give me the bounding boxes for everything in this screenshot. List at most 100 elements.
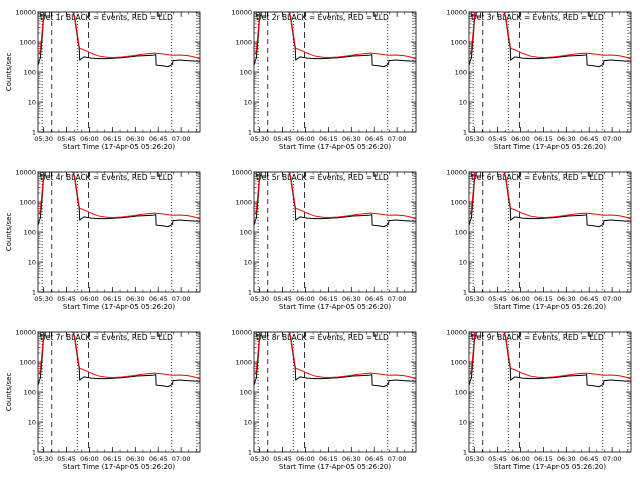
x-tick-label: 06:45 <box>149 295 168 303</box>
x-tick-label: 06:15 <box>103 455 122 463</box>
x-tick-label: 05:45 <box>488 135 507 143</box>
detector-panel-4: Det 4r BLACK = Events, RED = LLD 1 10 100 10… <box>5 169 201 311</box>
flag-marker <box>476 172 481 177</box>
y-axis-label: Counts/sec <box>5 213 13 252</box>
series-line-lld <box>469 172 631 220</box>
y-tick-label: 100 <box>24 229 36 237</box>
series-line-lld <box>469 12 631 60</box>
x-axis-label: Start Time (17-Apr-05 05:26:20) <box>494 303 606 311</box>
x-tick-label: 06:00 <box>296 455 315 463</box>
y-axis-label: Counts/sec <box>5 53 13 92</box>
x-tick-label: 05:45 <box>488 295 507 303</box>
x-tick-label: 06:15 <box>103 135 122 143</box>
flag-marker <box>476 12 481 17</box>
series-line-events <box>254 332 416 388</box>
y-tick-label: 10 <box>244 259 252 267</box>
x-tick-label: 07:00 <box>603 295 622 303</box>
flag-marker <box>476 332 481 337</box>
x-tick-label: 05:45 <box>57 135 76 143</box>
y-tick-label: 10 <box>28 99 36 107</box>
x-tick-label: 06:00 <box>80 135 99 143</box>
y-tick-label: 10 <box>28 259 36 267</box>
series-line-lld <box>38 172 200 220</box>
x-axis-label: Start Time (17-Apr-05 05:26:20) <box>279 463 391 471</box>
x-tick-label: 07:00 <box>172 135 191 143</box>
x-axis-label: Start Time (17-Apr-05 05:26:20) <box>63 143 175 151</box>
x-tick-label: 07:00 <box>603 455 622 463</box>
y-tick-label: 100 <box>240 389 252 397</box>
x-tick-label: 07:00 <box>172 295 191 303</box>
y-tick-label: 100 <box>455 229 467 237</box>
series-line-events <box>254 172 416 228</box>
x-tick-label: 07:00 <box>388 135 407 143</box>
x-tick-label: 06:45 <box>365 295 384 303</box>
x-tick-label: 06:00 <box>296 135 315 143</box>
flag-marker <box>372 12 378 17</box>
y-tick-label: 100 <box>455 69 467 77</box>
y-tick-label: 10 <box>244 419 252 427</box>
y-axis-label: Counts/sec <box>5 373 13 412</box>
x-tick-label: 06:45 <box>149 455 168 463</box>
x-axis-label: Start Time (17-Apr-05 05:26:20) <box>494 143 606 151</box>
series-line-lld <box>469 332 631 380</box>
x-tick-label: 06:15 <box>534 295 553 303</box>
y-tick-label: 10000 <box>15 9 36 17</box>
y-tick-label: 1 <box>463 449 467 457</box>
plot-frame <box>253 171 417 293</box>
y-tick-label: 1000 <box>450 359 467 367</box>
y-tick-label: 1000 <box>19 359 36 367</box>
detector-panel-3: Det 3r BLACK = Events, RED = LLD 1 10 100 10… <box>446 9 632 151</box>
x-tick-label: 06:15 <box>103 295 122 303</box>
detector-panel-1: Det 1r BLACK = Events, RED = LLD 1 10 100 10… <box>5 9 201 151</box>
panel-title: Det 1r BLACK = Events, RED = LLD <box>40 13 173 22</box>
x-tick-label: 06:30 <box>557 135 576 143</box>
y-tick-label: 10000 <box>231 329 252 337</box>
y-tick-label: 1 <box>463 129 467 137</box>
x-tick-label: 06:30 <box>126 295 145 303</box>
y-tick-label: 100 <box>24 69 36 77</box>
plot-frame <box>468 331 632 453</box>
x-axis-label: Start Time (17-Apr-05 05:26:20) <box>63 303 175 311</box>
plot-frame <box>37 11 201 133</box>
flag-marker <box>372 332 378 337</box>
x-tick-label: 06:15 <box>319 295 338 303</box>
x-tick-label: 05:30 <box>34 135 53 143</box>
y-tick-label: 100 <box>240 69 252 77</box>
flag-marker <box>587 332 593 337</box>
x-tick-label: 05:45 <box>57 295 76 303</box>
x-tick-label: 06:30 <box>557 455 576 463</box>
flag-marker <box>45 172 50 177</box>
y-tick-label: 10 <box>459 259 467 267</box>
y-tick-label: 1 <box>248 129 252 137</box>
series-line-events <box>38 12 200 68</box>
y-tick-label: 1 <box>32 289 36 297</box>
y-tick-label: 10 <box>244 99 252 107</box>
x-tick-label: 06:30 <box>342 455 361 463</box>
x-tick-label: 05:30 <box>250 455 269 463</box>
y-tick-label: 1000 <box>19 39 36 47</box>
x-tick-label: 06:15 <box>534 135 553 143</box>
y-tick-label: 1000 <box>450 39 467 47</box>
x-tick-label: 05:45 <box>57 455 76 463</box>
detector-panel-7: Det 7r BLACK = Events, RED = LLD 1 10 100 10… <box>5 329 201 471</box>
x-tick-label: 05:30 <box>34 455 53 463</box>
panel-title: Det 8r BLACK = Events, RED = LLD <box>256 333 389 342</box>
flag-marker <box>156 332 162 337</box>
y-tick-label: 1000 <box>235 199 252 207</box>
y-tick-label: 1000 <box>235 39 252 47</box>
panel-title: Det 6r BLACK = Events, RED = LLD <box>471 173 604 182</box>
x-tick-label: 06:15 <box>319 135 338 143</box>
plot-frame <box>37 331 201 453</box>
detector-panel-8: Det 8r BLACK = Events, RED = LLD 1 10 100 10… <box>231 329 417 471</box>
panel-title: Det 9r BLACK = Events, RED = LLD <box>471 333 604 342</box>
flag-marker <box>261 172 266 177</box>
x-tick-label: 07:00 <box>388 295 407 303</box>
y-tick-label: 100 <box>24 389 36 397</box>
x-axis-label: Start Time (17-Apr-05 05:26:20) <box>494 463 606 471</box>
y-tick-label: 1000 <box>450 199 467 207</box>
y-tick-label: 10 <box>459 419 467 427</box>
x-tick-label: 07:00 <box>603 135 622 143</box>
x-tick-label: 06:30 <box>342 295 361 303</box>
series-line-lld <box>254 12 416 60</box>
